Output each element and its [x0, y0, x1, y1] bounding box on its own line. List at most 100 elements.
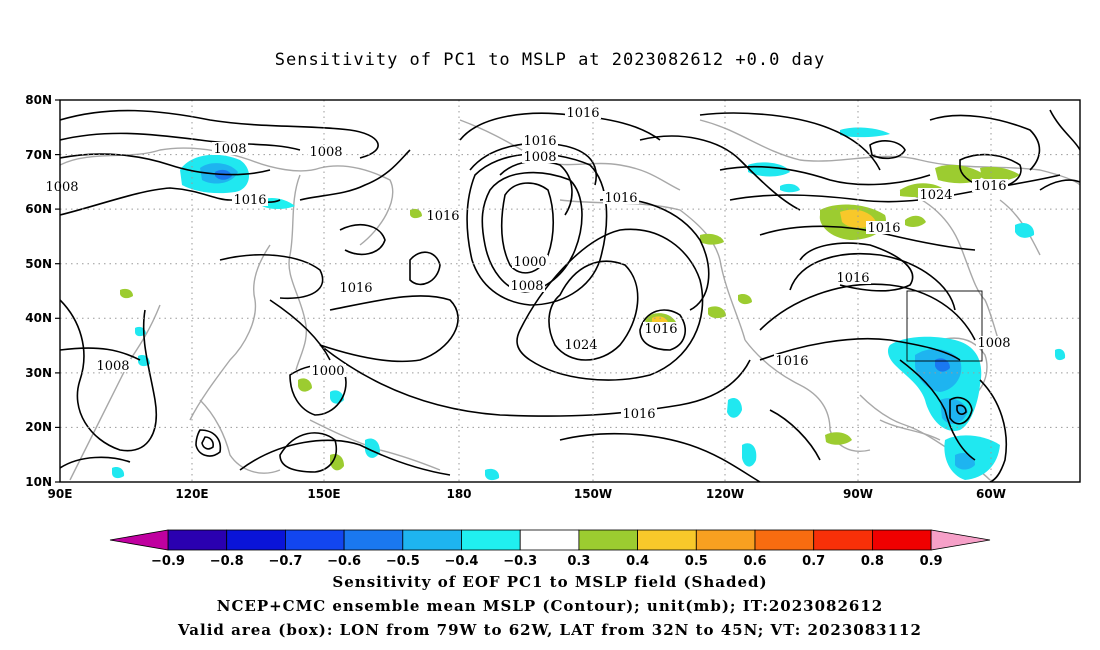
lat-label: 80N	[25, 93, 52, 107]
contour-label: 1024	[564, 338, 597, 353]
colorbar-label: −0.8	[210, 554, 244, 569]
contour-label: 1016	[604, 191, 637, 206]
colorbar-swatch	[813, 529, 873, 551]
colorbar-label: 0.7	[802, 554, 825, 569]
colorbar-label: −0.4	[445, 554, 479, 569]
lat-label: 40N	[25, 311, 52, 325]
contour-label: 1016	[426, 209, 459, 224]
lon-label: 90W	[843, 487, 873, 501]
lon-label: 150E	[307, 487, 340, 501]
contour-label: 1016	[233, 193, 266, 208]
colorbar-swatch	[402, 529, 462, 551]
contour-label-bg	[44, 180, 80, 193]
contour-label: 1008	[510, 279, 543, 294]
colorbar-swatch	[695, 529, 756, 551]
coastlines	[60, 119, 1080, 481]
contour-label-bg	[976, 336, 1012, 349]
contour-label-bg	[866, 221, 902, 234]
contour-label: 1000	[513, 255, 546, 270]
colorbar-swatch	[754, 529, 815, 551]
colorbar-label: −0.6	[327, 554, 361, 569]
colorbar-label: −0.7	[268, 554, 302, 569]
contour-label-bg	[212, 142, 248, 155]
contour-label: 1008	[523, 150, 556, 165]
map-frame	[59, 99, 1081, 483]
contour-label-bg	[835, 271, 871, 284]
contour-label-bg	[232, 193, 268, 206]
contour-label: 1016	[523, 134, 556, 149]
contour-label: 1008	[96, 359, 129, 374]
contour-label: 1016	[644, 322, 677, 337]
lat-label: 70N	[25, 148, 52, 162]
contour-label: 1008	[977, 336, 1010, 351]
tick-marks	[55, 99, 60, 483]
contour-label: 1008	[45, 180, 78, 195]
contour-label: 1008	[309, 145, 342, 160]
lon-axis-labels: 90E 120E 150E 180 150W 120W 90W 60W	[48, 487, 1006, 501]
lat-label: 10N	[25, 475, 52, 489]
colorbar-label: 0.3	[567, 554, 590, 569]
contour-label-bg	[425, 209, 461, 222]
contour-label-bg	[95, 359, 131, 372]
contour-label-bg	[512, 255, 548, 268]
contour-label-bg	[338, 281, 374, 294]
contour-label: 1000	[311, 364, 344, 379]
contour-label: 1016	[836, 271, 869, 286]
contour-label: 1016	[867, 221, 900, 236]
contour-label-bg	[643, 322, 679, 335]
contour-label-bg	[565, 106, 601, 119]
lat-label: 30N	[25, 366, 52, 380]
lat-label: 60N	[25, 202, 52, 216]
lon-label: 120W	[706, 487, 744, 501]
caption-line-2: NCEP+CMC ensemble mean MSLP (Contour); u…	[216, 597, 884, 615]
contour-label-bg	[522, 150, 558, 163]
contour-label-bg	[603, 191, 639, 204]
contour-label-bg	[522, 134, 558, 147]
colorbar-swatch	[578, 529, 639, 551]
mslp-contours	[60, 109, 1080, 482]
lat-label: 50N	[25, 257, 52, 271]
lon-label: 180	[446, 487, 471, 501]
contour-label-bg	[310, 364, 346, 377]
contour-label: 1016	[566, 106, 599, 121]
contour-label: 1016	[339, 281, 372, 296]
caption-line-1: Sensitivity of EOF PC1 to MSLP field (Sh…	[332, 573, 768, 591]
colorbar-swatch	[519, 529, 580, 551]
contour-label-bg	[563, 338, 599, 351]
contour-label-bg	[509, 279, 545, 292]
colorbar-swatch	[226, 529, 286, 551]
map-title: Sensitivity of PC1 to MSLP at 2023082612…	[274, 50, 826, 70]
lat-label: 20N	[25, 420, 52, 434]
colorbar-swatch	[637, 529, 697, 551]
colorbar-label: −0.9	[151, 554, 185, 569]
sensitivity-shading	[112, 127, 1066, 481]
valid-area-box	[906, 290, 983, 362]
colorbar-label: −0.5	[386, 554, 420, 569]
colorbar-label: 0.8	[861, 554, 884, 569]
colorbar-label: 0.5	[685, 554, 708, 569]
colorbar-swatch	[343, 529, 404, 551]
colorbar-swatch	[461, 529, 521, 551]
colorbar-label: 0.9	[920, 554, 943, 569]
contour-label-bg	[918, 188, 954, 201]
colorbar-low-arrow	[109, 529, 169, 551]
lon-label: 90E	[48, 487, 73, 501]
contour-label: 1016	[775, 354, 808, 369]
contour-label: 1008	[213, 142, 246, 157]
colorbar-high-arrow	[930, 529, 991, 551]
colorbar: −0.9 −0.8 −0.7 −0.6 −0.5 −0.4 −0.3 0.3 0.4 0.5 0.6…	[109, 529, 991, 569]
lat-axis-labels: 80N 70N 60N 50N 40N 30N 20N 10N	[25, 93, 52, 489]
colorbar-swatch	[167, 529, 228, 551]
caption-line-3: Valid area (box): LON from 79W to 62W, L…	[178, 621, 922, 639]
contour-label: 1016	[973, 179, 1006, 194]
lon-label: 120E	[175, 487, 208, 501]
colorbar-label: −0.3	[503, 554, 537, 569]
colorbar-swatch	[284, 529, 345, 551]
contour-label-bg	[308, 145, 344, 158]
contour-label: 1016	[622, 407, 655, 422]
contour-label: 1024	[919, 188, 952, 203]
contour-label-bg	[774, 354, 810, 367]
lon-label: 60W	[976, 487, 1006, 501]
